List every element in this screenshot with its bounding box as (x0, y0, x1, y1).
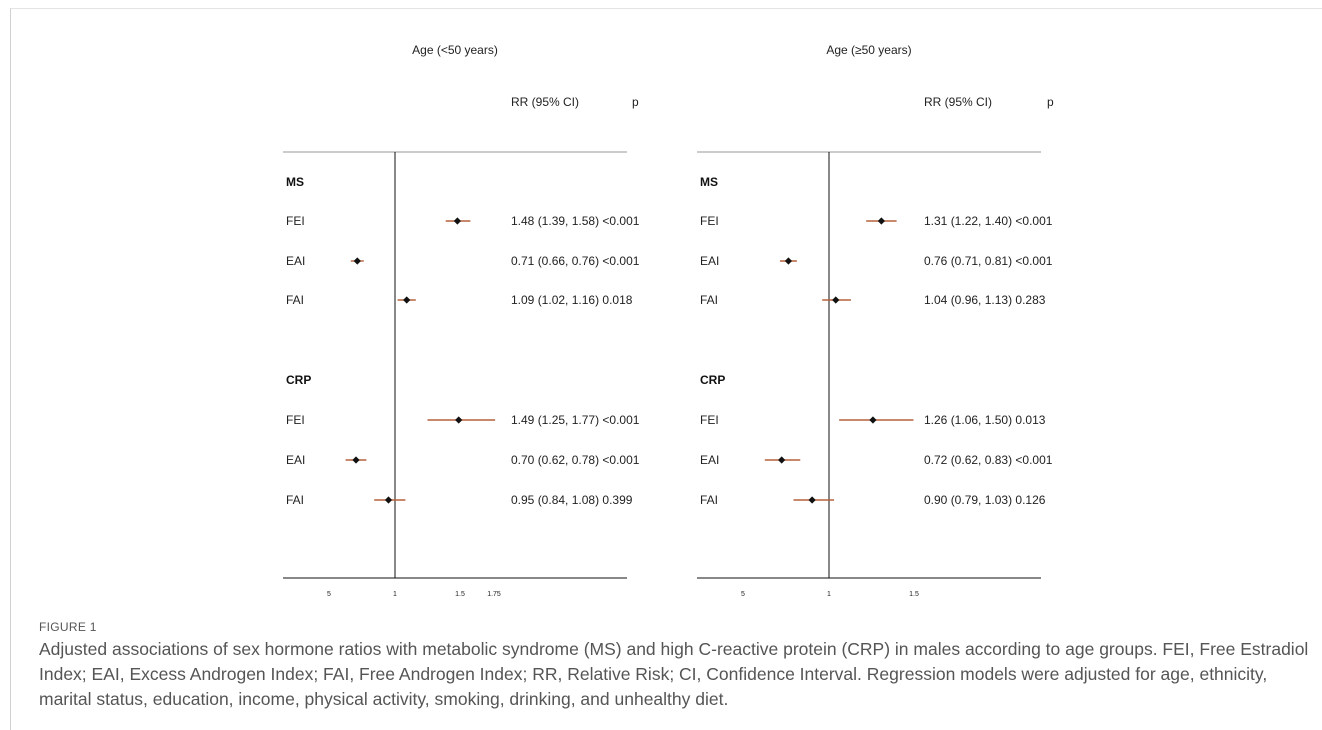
column-header-rr: RR (95% CI) (511, 95, 579, 109)
x-tick-label: 1.5 (909, 591, 919, 598)
point-estimate (353, 257, 361, 265)
rr-ci-label: 0.90 (0.79, 1.03) 0.126 (924, 493, 1046, 507)
rr-ci-label: 1.04 (0.96, 1.13) 0.283 (924, 293, 1046, 307)
group-label: CRP (700, 373, 725, 387)
row-label: FAI (700, 493, 718, 507)
column-header-p: p (1047, 95, 1054, 109)
rr-ci-label: 1.48 (1.39, 1.58) <0.001 (511, 214, 640, 228)
rr-ci-label: 1.26 (1.06, 1.50) 0.013 (924, 413, 1046, 427)
point-estimate (352, 456, 360, 464)
row-label: EAI (286, 453, 305, 467)
forest-plot-figure: Age (<50 years) RR (95% CI) p 5 1 1.5 1.75 MS FE… (283, 43, 1054, 598)
rr-ci-label: 0.70 (0.62, 0.78) <0.001 (511, 453, 640, 467)
point-estimate (808, 496, 816, 504)
point-estimate (453, 217, 461, 225)
group-label: MS (286, 175, 304, 189)
panel-title: Age (≥50 years) (826, 43, 911, 57)
column-header-rr: RR (95% CI) (924, 95, 992, 109)
row-label: FEI (700, 413, 719, 427)
x-tick-label: 5 (741, 591, 745, 598)
rr-ci-label: 0.71 (0.66, 0.76) <0.001 (511, 254, 640, 268)
rr-ci-label: 1.49 (1.25, 1.77) <0.001 (511, 413, 640, 427)
row-label: FEI (700, 214, 719, 228)
figure-caption: Adjusted associations of sex hormone rat… (39, 639, 1309, 709)
row-label: FEI (286, 214, 305, 228)
row-label: EAI (700, 254, 719, 268)
rr-ci-label: 0.72 (0.62, 0.83) <0.001 (924, 453, 1053, 467)
x-tick-label: 1 (393, 591, 397, 598)
figure-label: FIGURE 1 (39, 620, 97, 634)
rr-ci-label: 1.09 (1.02, 1.16) 0.018 (511, 293, 633, 307)
row-label: EAI (286, 254, 305, 268)
row-label: FAI (700, 293, 718, 307)
x-tick-label: 1 (827, 591, 831, 598)
group-label: MS (700, 175, 718, 189)
rr-ci-label: 0.76 (0.71, 0.81) <0.001 (924, 254, 1053, 268)
row-label: FAI (286, 293, 304, 307)
panel-title: Age (<50 years) (412, 43, 498, 57)
point-estimate (869, 416, 877, 424)
point-estimate (877, 217, 885, 225)
point-estimate (832, 296, 840, 304)
rr-ci-label: 0.95 (0.84, 1.08) 0.399 (511, 493, 633, 507)
x-tick-label: 1.75 (487, 591, 501, 598)
point-estimate (455, 416, 463, 424)
row-label: FEI (286, 413, 305, 427)
point-estimate (384, 496, 393, 504)
point-estimate (784, 257, 793, 265)
point-estimate (778, 456, 786, 464)
figure-frame (10, 8, 1322, 730)
x-tick-label: 1.5 (455, 591, 465, 598)
x-tick-label: 5 (327, 591, 331, 598)
rr-ci-label: 1.31 (1.22, 1.40) <0.001 (924, 214, 1053, 228)
group-label: CRP (286, 373, 311, 387)
row-label: FAI (286, 493, 304, 507)
column-header-p: p (632, 95, 639, 109)
point-estimate (403, 296, 411, 304)
row-label: EAI (700, 453, 719, 467)
